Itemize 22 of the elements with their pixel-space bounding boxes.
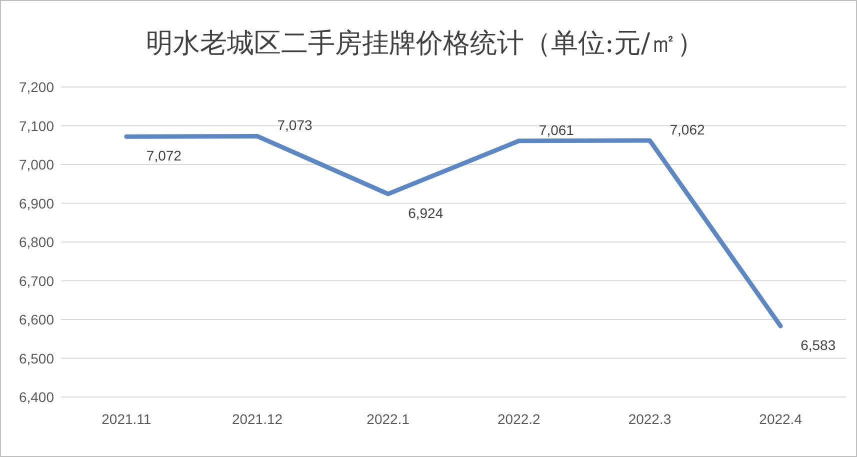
y-tick-label: 6,400 xyxy=(18,389,54,405)
x-tick-label: 2022.1 xyxy=(366,411,410,427)
x-tick-label: 2022.2 xyxy=(498,411,541,427)
y-tick-label: 7,100 xyxy=(18,118,54,134)
chart-title: 明水老城区二手房挂牌价格统计（单位:元/㎡） xyxy=(146,28,704,59)
data-label: 7,062 xyxy=(670,121,705,138)
data-label: 6,924 xyxy=(408,204,444,221)
y-tick-label: 7,200 xyxy=(18,79,54,95)
x-tick-label: 2022.4 xyxy=(759,411,802,427)
x-tick-label: 2021.12 xyxy=(232,411,283,427)
data-label: 7,061 xyxy=(538,122,574,138)
y-tick-label: 6,600 xyxy=(18,312,54,328)
data-label: 6,583 xyxy=(800,337,836,354)
x-tick-label: 2022.3 xyxy=(628,411,672,427)
y-tick-label: 6,800 xyxy=(18,234,54,250)
y-tick-label: 6,700 xyxy=(18,272,54,289)
data-label: 7,073 xyxy=(277,117,312,134)
data-label: 7,072 xyxy=(146,148,182,164)
y-tick-label: 7,000 xyxy=(18,156,54,172)
x-tick-label: 2021.11 xyxy=(102,411,152,427)
y-tick-label: 6,500 xyxy=(18,350,54,366)
y-tick-label: 6,900 xyxy=(18,195,54,212)
